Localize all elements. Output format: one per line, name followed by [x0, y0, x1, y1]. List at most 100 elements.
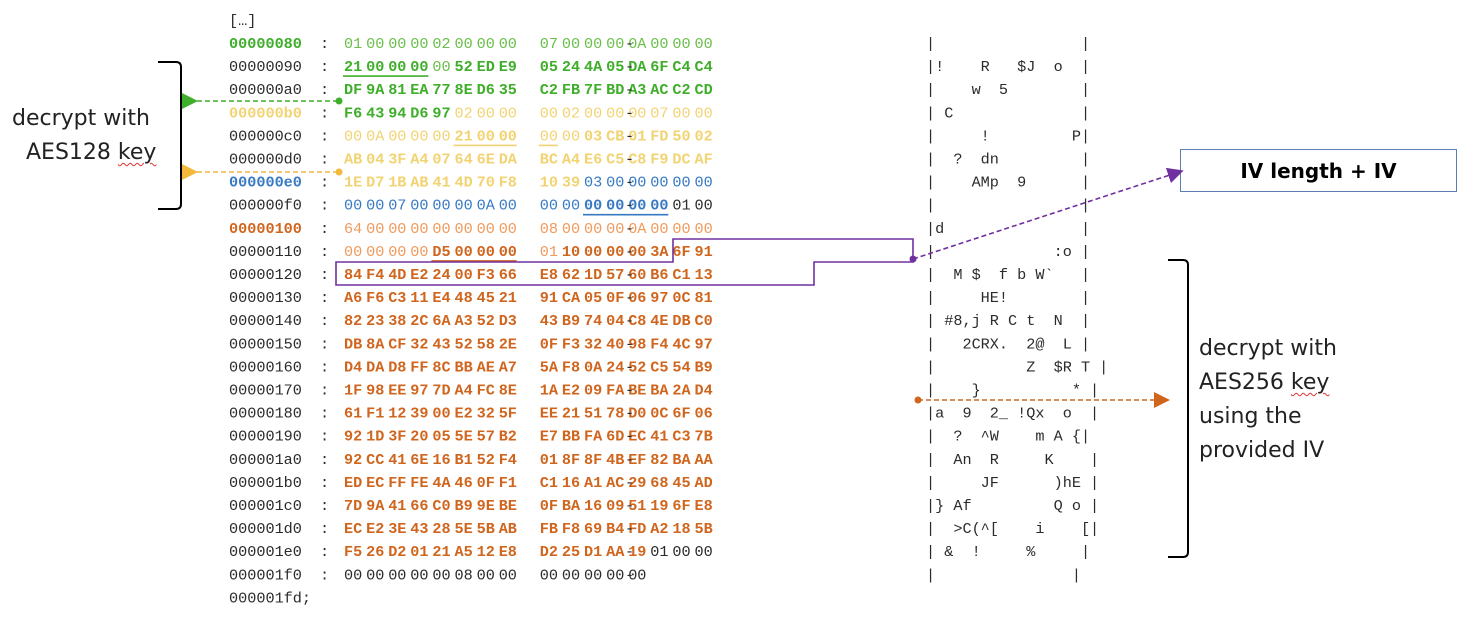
hex-byte: 00: [455, 243, 473, 261]
hex-byte: E2: [562, 382, 580, 400]
row-address: 00000120: [229, 266, 302, 284]
hex-byte: 16: [432, 451, 450, 469]
hex-byte: 98: [628, 335, 646, 353]
hex-byte: 01: [650, 543, 668, 561]
hex-byte: B2: [499, 428, 517, 446]
row-ascii: | |: [926, 566, 1081, 584]
hex-byte: 35: [499, 81, 517, 99]
row-colon: :: [320, 520, 329, 538]
hex-byte: CB: [606, 127, 624, 145]
hex-byte: CF: [388, 335, 406, 353]
row-ascii: | #8,j R C t N |: [926, 312, 1090, 330]
row-separator: -: [625, 312, 634, 330]
hex-byte: FD: [650, 127, 668, 145]
hex-byte: 00: [650, 197, 668, 215]
hex-byte: 4A: [432, 474, 451, 492]
hex-byte: 61: [344, 405, 362, 423]
hex-byte: 81: [388, 81, 406, 99]
hex-byte: 00: [606, 174, 624, 192]
hex-byte: 58: [477, 335, 495, 353]
hex-byte: 00: [455, 266, 473, 284]
hex-byte: 16: [562, 474, 580, 492]
hex-byte: D4: [344, 358, 362, 376]
hex-byte: F8: [499, 174, 517, 192]
hex-byte: 00: [672, 104, 690, 122]
hex-byte: 00: [499, 243, 517, 261]
row-colon: :: [320, 543, 329, 561]
row-separator: -: [625, 127, 634, 145]
hex-byte: 12: [477, 543, 495, 561]
hex-byte: 00: [672, 174, 690, 192]
hex-byte: ED: [477, 58, 495, 76]
hex-byte: 00: [477, 127, 495, 145]
hex-byte: 45: [672, 474, 690, 492]
hex-byte: 0A: [366, 127, 385, 145]
row-address: 000001e0: [229, 543, 302, 561]
hex-byte: 2C: [410, 312, 428, 330]
hex-byte: 00: [499, 35, 517, 53]
hex-byte: 00: [562, 566, 580, 584]
hex-byte: 04: [366, 151, 384, 169]
hex-byte: 01: [628, 127, 646, 145]
row-separator: -: [625, 520, 634, 538]
dump-header-line: […]: [229, 12, 256, 30]
hex-byte: F1: [366, 405, 384, 423]
hex-byte: 00: [432, 127, 450, 145]
row-address: 000001c0: [229, 497, 302, 515]
hex-byte: 00: [628, 174, 646, 192]
hex-byte: C1: [672, 266, 690, 284]
hex-byte: 00: [388, 220, 406, 238]
hex-byte: F6: [366, 289, 384, 307]
hex-byte: 00: [499, 566, 517, 584]
hex-byte: 23: [366, 312, 384, 330]
hex-byte: E8: [695, 497, 713, 515]
row-colon: :: [320, 127, 329, 145]
hex-byte: 32: [584, 335, 602, 353]
row-colon: :: [320, 358, 329, 376]
hex-byte: 5B: [477, 520, 495, 538]
hex-byte: 09: [584, 382, 602, 400]
hex-byte: 4C: [672, 335, 690, 353]
hex-byte: 0F: [606, 289, 624, 307]
hex-byte: D1: [584, 543, 602, 561]
hex-byte: 01: [344, 35, 362, 53]
hex-byte: 64: [344, 220, 362, 238]
hex-byte: C5: [650, 358, 668, 376]
row-ascii: | |: [926, 197, 1090, 215]
hex-byte: 46: [455, 474, 473, 492]
hex-byte: EA: [410, 81, 429, 99]
row-colon: :: [320, 474, 329, 492]
row-ascii: | :o |: [926, 243, 1090, 261]
hex-byte: 6E: [477, 151, 495, 169]
hex-byte: A7: [499, 358, 517, 376]
hex-byte: F4: [499, 451, 517, 469]
hex-byte: 4A: [584, 58, 603, 76]
hex-byte: 8E: [455, 81, 473, 99]
hex-byte: 10: [562, 243, 580, 261]
hex-byte: B4: [606, 520, 624, 538]
hex-byte: 7D: [344, 497, 362, 515]
hex-byte: 0F: [540, 497, 558, 515]
hex-byte: D4: [695, 382, 713, 400]
hex-byte: D3: [499, 312, 517, 330]
hex-byte: 1B: [388, 174, 406, 192]
hex-byte: 0A: [584, 358, 603, 376]
hex-byte: B1: [455, 451, 473, 469]
row-address: 00000090: [229, 58, 302, 76]
hex-byte: E2: [410, 266, 428, 284]
hex-byte: EC: [628, 428, 646, 446]
row-address: 000000a0: [229, 81, 302, 99]
row-colon: :: [320, 451, 329, 469]
row-address: 00000170: [229, 382, 302, 400]
row-separator: -: [625, 104, 634, 122]
hex-byte: 0F: [477, 474, 495, 492]
hex-byte: BC: [540, 151, 558, 169]
hex-byte: 00: [584, 197, 602, 215]
hex-byte: 00: [499, 220, 517, 238]
hex-byte: 00: [695, 197, 713, 215]
row-colon: :: [320, 266, 329, 284]
hex-byte: 1D: [584, 266, 602, 284]
hex-byte: D5: [432, 243, 450, 261]
hex-byte: AE: [477, 358, 495, 376]
hex-byte: 01: [672, 197, 690, 215]
